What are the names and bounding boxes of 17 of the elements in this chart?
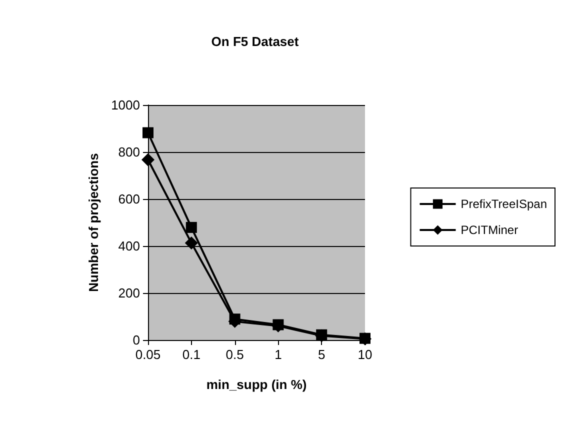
- chart-title: On F5 Dataset: [211, 34, 300, 49]
- y-axis-title: Number of projections: [86, 153, 101, 292]
- y-tick-label: 400: [118, 238, 140, 254]
- x-axis-title: min_supp (in %): [206, 377, 307, 392]
- y-tick-label: 800: [118, 144, 140, 160]
- y-tick-label: 0: [132, 332, 140, 348]
- legend-label: PrefixTreeISpan: [460, 197, 548, 211]
- y-tick-label: 600: [118, 192, 140, 206]
- x-tick-label: 5: [318, 347, 326, 362]
- y-tick-label: 1000: [111, 98, 140, 112]
- x-tick-label: 0.05: [135, 347, 161, 362]
- x-tick-label: 10: [358, 347, 372, 362]
- x-tick-label: 0.1: [182, 347, 200, 362]
- legend-label: PCITMiner: [460, 223, 518, 237]
- x-tick-label: 1: [274, 347, 282, 362]
- y-tick-label: 200: [118, 286, 140, 300]
- x-tick-label: 0.5: [226, 347, 244, 362]
